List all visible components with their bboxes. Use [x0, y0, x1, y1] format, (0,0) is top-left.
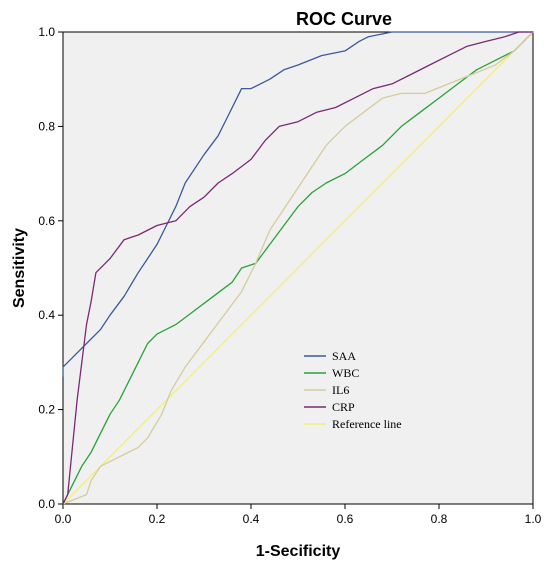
series-line-reference-line	[62, 31, 534, 505]
y-tick-label: 0.6	[38, 214, 55, 228]
y-tick-label: 0.8	[38, 119, 55, 133]
legend-label: CRP	[332, 400, 355, 414]
y-tick-label: 1.0	[38, 25, 55, 39]
legend: SAA WBC IL6 CRP Reference line	[304, 349, 402, 431]
y-axis-label: Sensitivity	[11, 228, 28, 308]
legend-label: Reference line	[332, 417, 402, 431]
x-tick-label: 0.4	[243, 512, 260, 526]
x-tick-label: 0.6	[337, 512, 354, 526]
y-tick-label: 0.0	[38, 497, 55, 511]
x-axis-label: 1-Secificity	[256, 543, 341, 560]
legend-label: SAA	[332, 349, 356, 363]
x-axis-ticks: 0.0 0.2 0.4 0.6 0.8 1.0	[55, 504, 542, 526]
chart-title: ROC Curve	[296, 9, 392, 29]
y-tick-label: 0.4	[38, 308, 55, 322]
series-line-saa	[62, 31, 533, 377]
x-tick-label: 1.0	[525, 512, 542, 526]
legend-label: WBC	[332, 366, 359, 380]
series-lines	[62, 31, 534, 505]
series-line-il6	[62, 31, 534, 505]
series-line-crp	[62, 31, 533, 505]
y-axis-ticks: 0.0 0.2 0.4 0.6 0.8 1.0	[38, 25, 63, 511]
series-line-wbc	[62, 31, 534, 505]
x-tick-label: 0.2	[149, 512, 166, 526]
legend-label: IL6	[332, 383, 349, 397]
x-tick-label: 0.0	[55, 512, 72, 526]
y-tick-label: 0.2	[38, 403, 55, 417]
x-tick-label: 0.8	[431, 512, 448, 526]
